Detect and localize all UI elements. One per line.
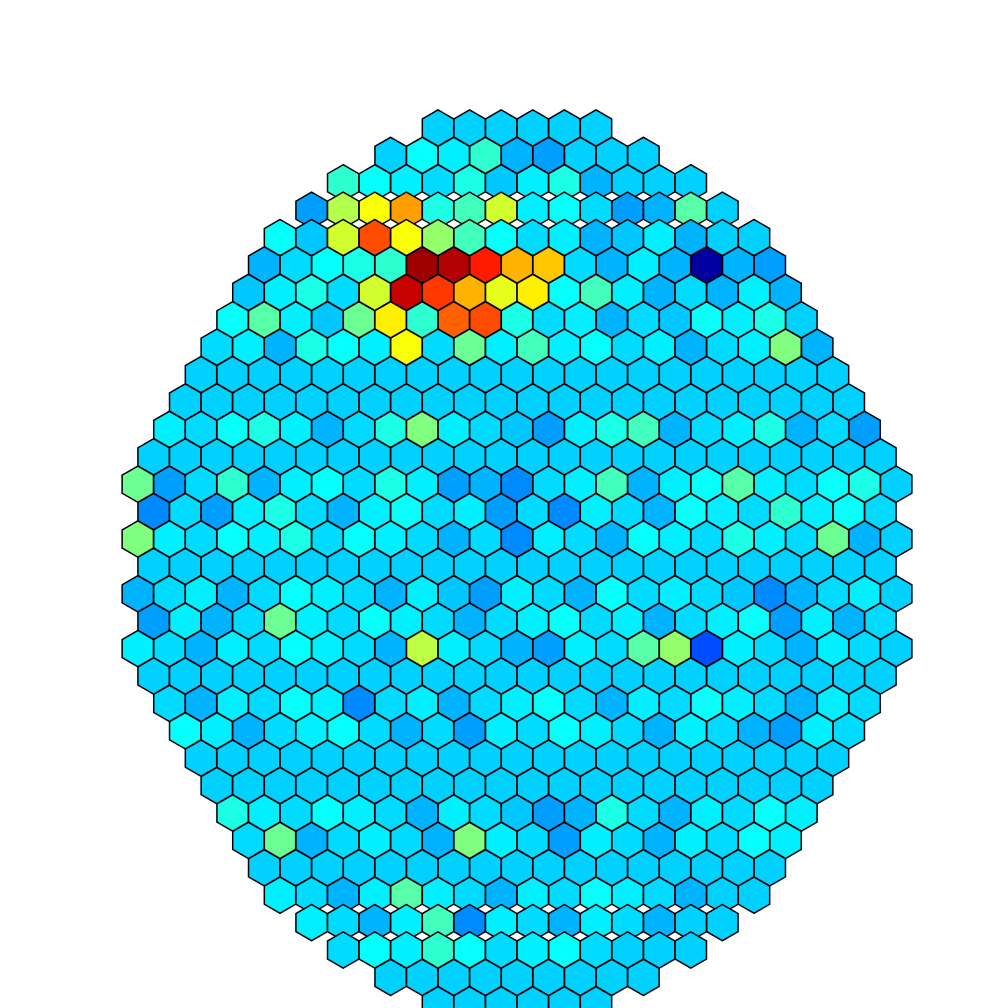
- hex-cell: [626, 958, 660, 997]
- hex-cell: [674, 931, 708, 969]
- hex-cell: [705, 903, 739, 942]
- hex-cell: [579, 985, 613, 1008]
- hex-cells: [121, 109, 913, 1008]
- hex-cell: [737, 876, 771, 915]
